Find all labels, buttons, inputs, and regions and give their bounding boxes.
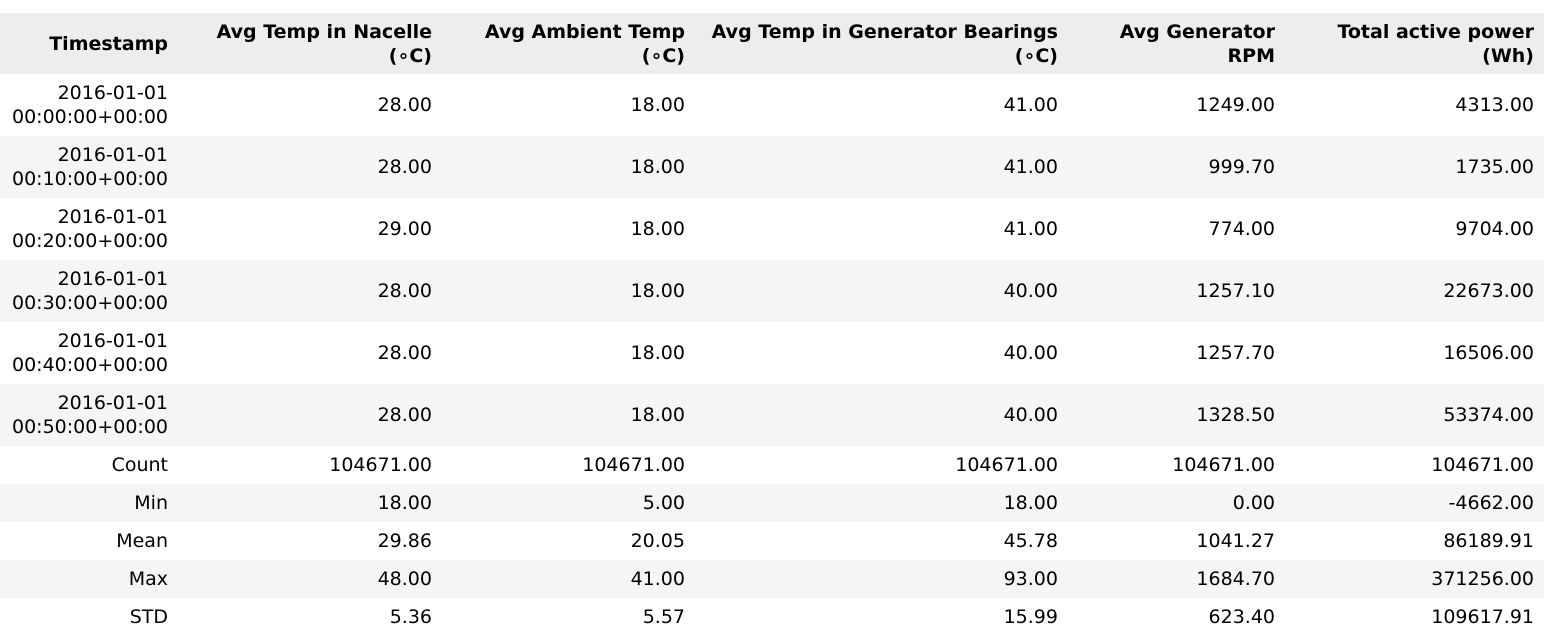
column-header-active-power: Total active power (Wh) <box>1285 13 1544 74</box>
generator-rpm-cell: 1249.00 <box>1068 74 1285 136</box>
bearing-temp-cell: 40.00 <box>695 322 1068 384</box>
generator-rpm-cell: 1684.70 <box>1068 560 1285 598</box>
bearing-temp-cell: 41.00 <box>695 198 1068 260</box>
header-row: Timestamp Avg Temp in Nacelle (∘C) Avg A… <box>0 13 1544 74</box>
bearing-temp-cell: 45.78 <box>695 522 1068 560</box>
bearing-temp-cell: 41.00 <box>695 74 1068 136</box>
active-power-cell: 1735.00 <box>1285 136 1544 198</box>
bearing-temp-cell: 40.00 <box>695 260 1068 322</box>
active-power-cell: 104671.00 <box>1285 446 1544 484</box>
column-header-timestamp: Timestamp <box>0 13 178 74</box>
bearing-temp-cell: 41.00 <box>695 136 1068 198</box>
active-power-cell: 86189.91 <box>1285 522 1544 560</box>
table-row: 2016-01-01 00:50:00+00:00 28.00 18.00 40… <box>0 384 1544 446</box>
table-header: Timestamp Avg Temp in Nacelle (∘C) Avg A… <box>0 13 1544 74</box>
ambient-temp-cell: 5.00 <box>442 484 695 522</box>
data-table: Timestamp Avg Temp in Nacelle (∘C) Avg A… <box>0 13 1544 636</box>
active-power-cell: -4662.00 <box>1285 484 1544 522</box>
stat-row-min: Min 18.00 5.00 18.00 0.00 -4662.00 <box>0 484 1544 522</box>
stat-row-mean: Mean 29.86 20.05 45.78 1041.27 86189.91 <box>0 522 1544 560</box>
table-row: 2016-01-01 00:40:00+00:00 28.00 18.00 40… <box>0 322 1544 384</box>
column-header-bearing-temp: Avg Temp in Generator Bearings (∘C) <box>695 13 1068 74</box>
ambient-temp-cell: 18.00 <box>442 136 695 198</box>
table-body: 2016-01-01 00:00:00+00:00 28.00 18.00 41… <box>0 74 1544 636</box>
generator-rpm-cell: 1257.10 <box>1068 260 1285 322</box>
ambient-temp-cell: 18.00 <box>442 384 695 446</box>
generator-rpm-cell: 1328.50 <box>1068 384 1285 446</box>
nacelle-temp-cell: 5.36 <box>178 598 442 636</box>
bearing-temp-cell: 93.00 <box>695 560 1068 598</box>
stat-label: Max <box>0 560 178 598</box>
generator-rpm-cell: 0.00 <box>1068 484 1285 522</box>
ambient-temp-cell: 41.00 <box>442 560 695 598</box>
column-header-generator-rpm: Avg Generator RPM <box>1068 13 1285 74</box>
nacelle-temp-cell: 48.00 <box>178 560 442 598</box>
table-row: 2016-01-01 00:20:00+00:00 29.00 18.00 41… <box>0 198 1544 260</box>
nacelle-temp-cell: 29.86 <box>178 522 442 560</box>
active-power-cell: 53374.00 <box>1285 384 1544 446</box>
timestamp-cell: 2016-01-01 00:20:00+00:00 <box>0 198 178 260</box>
bearing-temp-cell: 104671.00 <box>695 446 1068 484</box>
generator-rpm-cell: 774.00 <box>1068 198 1285 260</box>
nacelle-temp-cell: 29.00 <box>178 198 442 260</box>
stat-label: Min <box>0 484 178 522</box>
stat-label: Mean <box>0 522 178 560</box>
active-power-cell: 4313.00 <box>1285 74 1544 136</box>
ambient-temp-cell: 18.00 <box>442 74 695 136</box>
generator-rpm-cell: 623.40 <box>1068 598 1285 636</box>
timestamp-cell: 2016-01-01 00:10:00+00:00 <box>0 136 178 198</box>
generator-rpm-cell: 1041.27 <box>1068 522 1285 560</box>
column-header-ambient-temp: Avg Ambient Temp (∘C) <box>442 13 695 74</box>
nacelle-temp-cell: 18.00 <box>178 484 442 522</box>
bearing-temp-cell: 40.00 <box>695 384 1068 446</box>
table-row: 2016-01-01 00:30:00+00:00 28.00 18.00 40… <box>0 260 1544 322</box>
nacelle-temp-cell: 28.00 <box>178 74 442 136</box>
nacelle-temp-cell: 28.00 <box>178 322 442 384</box>
generator-rpm-cell: 104671.00 <box>1068 446 1285 484</box>
timestamp-cell: 2016-01-01 00:30:00+00:00 <box>0 260 178 322</box>
table-row: 2016-01-01 00:10:00+00:00 28.00 18.00 41… <box>0 136 1544 198</box>
timestamp-cell: 2016-01-01 00:00:00+00:00 <box>0 74 178 136</box>
nacelle-temp-cell: 28.00 <box>178 260 442 322</box>
ambient-temp-cell: 20.05 <box>442 522 695 560</box>
top-spacer <box>0 0 1544 13</box>
column-header-nacelle-temp: Avg Temp in Nacelle (∘C) <box>178 13 442 74</box>
active-power-cell: 16506.00 <box>1285 322 1544 384</box>
stat-row-max: Max 48.00 41.00 93.00 1684.70 371256.00 <box>0 560 1544 598</box>
active-power-cell: 371256.00 <box>1285 560 1544 598</box>
ambient-temp-cell: 18.00 <box>442 198 695 260</box>
bearing-temp-cell: 18.00 <box>695 484 1068 522</box>
nacelle-temp-cell: 28.00 <box>178 136 442 198</box>
nacelle-temp-cell: 104671.00 <box>178 446 442 484</box>
table-row: 2016-01-01 00:00:00+00:00 28.00 18.00 41… <box>0 74 1544 136</box>
timestamp-cell: 2016-01-01 00:50:00+00:00 <box>0 384 178 446</box>
generator-rpm-cell: 999.70 <box>1068 136 1285 198</box>
active-power-cell: 9704.00 <box>1285 198 1544 260</box>
stat-label: STD <box>0 598 178 636</box>
stat-label: Count <box>0 446 178 484</box>
timestamp-cell: 2016-01-01 00:40:00+00:00 <box>0 322 178 384</box>
ambient-temp-cell: 18.00 <box>442 322 695 384</box>
ambient-temp-cell: 5.57 <box>442 598 695 636</box>
stat-row-std: STD 5.36 5.57 15.99 623.40 109617.91 <box>0 598 1544 636</box>
nacelle-temp-cell: 28.00 <box>178 384 442 446</box>
active-power-cell: 109617.91 <box>1285 598 1544 636</box>
generator-rpm-cell: 1257.70 <box>1068 322 1285 384</box>
bearing-temp-cell: 15.99 <box>695 598 1068 636</box>
ambient-temp-cell: 18.00 <box>442 260 695 322</box>
stat-row-count: Count 104671.00 104671.00 104671.00 1046… <box>0 446 1544 484</box>
active-power-cell: 22673.00 <box>1285 260 1544 322</box>
ambient-temp-cell: 104671.00 <box>442 446 695 484</box>
